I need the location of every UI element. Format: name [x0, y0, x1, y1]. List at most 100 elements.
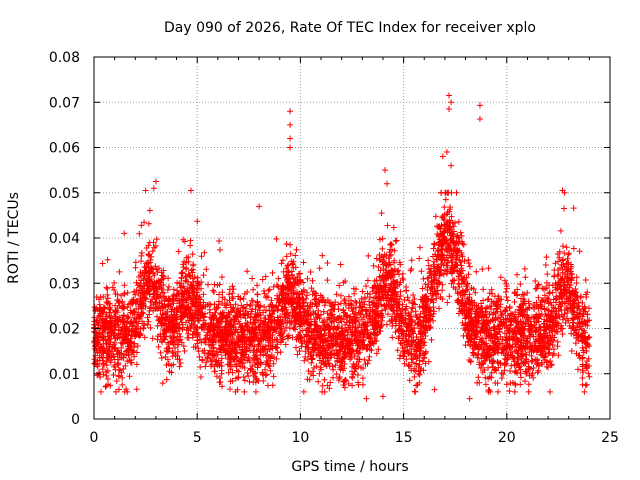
data-point: [439, 295, 446, 302]
data-point: [361, 356, 368, 363]
data-point: [574, 366, 581, 373]
data-point: [141, 334, 148, 341]
data-point: [557, 227, 564, 234]
data-point: [399, 275, 406, 282]
data-point: [501, 277, 508, 284]
data-point: [534, 282, 541, 289]
data-point: [359, 375, 366, 382]
data-point: [388, 242, 395, 249]
data-point: [289, 334, 296, 341]
data-point: [346, 356, 353, 363]
data-point: [232, 301, 239, 308]
data-point: [297, 270, 304, 277]
data-point: [440, 252, 447, 259]
data-point: [554, 343, 561, 350]
data-point: [217, 359, 224, 366]
data-point: [157, 293, 164, 300]
data-point: [585, 370, 592, 377]
data-point: [349, 363, 356, 370]
data-point: [333, 371, 340, 378]
data-point: [465, 260, 472, 267]
data-point: [511, 298, 518, 305]
data-point: [285, 335, 292, 342]
data-point: [389, 334, 396, 341]
data-point: [544, 271, 551, 278]
data-point: [202, 363, 209, 370]
data-point: [216, 291, 223, 298]
data-point: [477, 364, 484, 371]
data-point: [453, 254, 460, 261]
data-point: [168, 306, 175, 313]
data-point: [121, 230, 128, 237]
data-point: [465, 271, 472, 278]
data-point: [290, 290, 297, 297]
chart-title: Day 090 of 2026, Rate Of TEC Index for r…: [164, 20, 536, 36]
data-point: [170, 361, 177, 368]
data-point: [217, 246, 224, 253]
data-point: [546, 290, 553, 297]
data-point: [417, 244, 424, 251]
data-point: [502, 289, 509, 296]
data-point: [172, 345, 179, 352]
data-point: [561, 205, 568, 212]
data-point: [565, 251, 572, 258]
data-point: [540, 285, 547, 292]
data-point: [216, 238, 223, 244]
data-point: [448, 280, 455, 287]
data-point: [333, 291, 340, 298]
data-point: [542, 261, 549, 268]
data-point: [230, 286, 237, 293]
data-point: [111, 279, 118, 286]
data-point: [550, 350, 557, 357]
data-point: [160, 273, 167, 280]
data-point: [520, 342, 527, 349]
data-point: [398, 323, 405, 330]
data-point: [466, 263, 473, 270]
data-point: [416, 371, 423, 378]
data-point: [285, 262, 292, 269]
data-point: [176, 363, 183, 370]
data-point: [352, 286, 359, 293]
data-point: [522, 274, 529, 281]
data-point: [414, 321, 421, 328]
data-point: [480, 286, 487, 293]
data-point: [189, 251, 196, 258]
data-point: [401, 296, 408, 303]
data-point: [545, 307, 552, 314]
data-point: [408, 257, 415, 264]
data-point: [366, 353, 373, 360]
data-point: [446, 293, 453, 300]
data-point: [122, 362, 129, 369]
data-point: [133, 361, 140, 368]
data-point: [190, 344, 197, 351]
data-point: [207, 322, 214, 329]
data-point: [335, 319, 342, 326]
data-point: [301, 357, 308, 364]
data-point: [488, 298, 495, 305]
data-point: [564, 315, 571, 322]
data-point: [168, 369, 175, 376]
data-point: [157, 349, 164, 356]
data-point: [387, 240, 394, 247]
data-point: [177, 360, 184, 367]
data-point: [174, 348, 181, 355]
data-point: [119, 381, 126, 388]
data-point: [154, 304, 161, 311]
data-point: [206, 341, 213, 348]
data-point: [227, 386, 234, 393]
data-point: [244, 369, 251, 376]
data-point: [422, 360, 429, 367]
data-point: [503, 381, 510, 388]
data-point: [310, 310, 317, 317]
data-point: [340, 307, 347, 314]
data-point: [273, 236, 280, 243]
data-point: [482, 381, 489, 388]
data-point: [295, 281, 302, 288]
data-point: [341, 332, 348, 339]
data-point: [350, 311, 357, 318]
data-point: [583, 340, 590, 347]
data-point: [504, 312, 511, 319]
data-point: [497, 318, 504, 325]
data-point: [274, 349, 281, 356]
data-point: [501, 330, 508, 337]
